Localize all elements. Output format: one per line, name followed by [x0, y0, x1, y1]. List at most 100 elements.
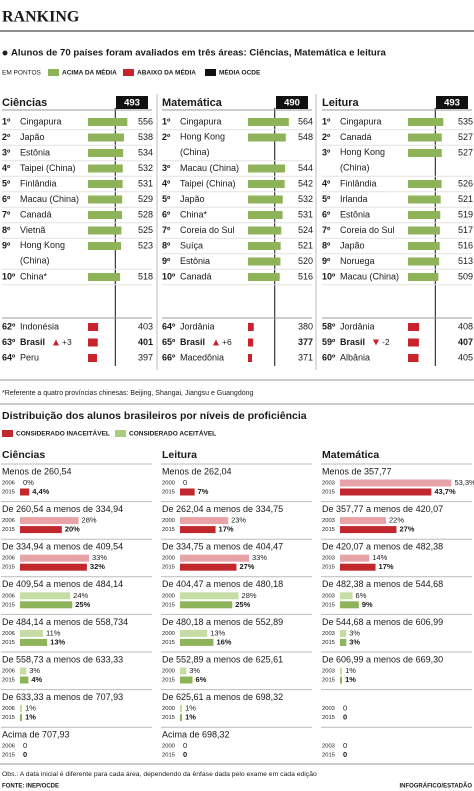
oecd-mean-label: 493: [444, 98, 460, 109]
panel-title: Matemática: [322, 449, 379, 461]
proficiency-bar: [340, 638, 347, 646]
rank: 8º: [2, 225, 11, 235]
score-bar: [408, 226, 440, 235]
rank: 60º: [322, 352, 336, 362]
score-label: 538: [138, 132, 153, 142]
proficiency-bar: [340, 676, 343, 684]
year-label: 2015: [322, 715, 335, 721]
year-label: 2015: [322, 640, 335, 646]
score-label: 519: [458, 209, 473, 219]
rank: 7º: [162, 225, 171, 235]
rank: 6º: [322, 209, 331, 219]
value-label: 13%: [210, 628, 225, 637]
rank: 9º: [322, 256, 331, 266]
year-label: 2015: [322, 753, 335, 759]
year-label: 2015: [2, 678, 15, 684]
proficiency-bar: [340, 592, 353, 600]
year-label: 2006: [2, 631, 15, 637]
year-label: 2015: [322, 527, 335, 533]
score-bar: [248, 226, 282, 235]
score-bar: [408, 211, 441, 219]
year-label: 2015: [162, 753, 175, 759]
score-label: 405: [458, 352, 473, 362]
rank: 2º: [2, 132, 11, 142]
score-bar: [88, 226, 122, 235]
country-name: Macau (China): [180, 163, 239, 173]
score-bar: [408, 149, 442, 157]
score-label: 380: [298, 321, 313, 331]
score-bar: [88, 354, 97, 362]
year-label: 2015: [162, 490, 175, 496]
proficiency-bar: [20, 526, 62, 534]
country-name: Japão: [180, 194, 205, 204]
score-label: 544: [298, 163, 313, 173]
score-label: 523: [138, 240, 153, 250]
rank: 9º: [2, 240, 11, 250]
rank: 58º: [322, 321, 336, 331]
year-label: 2000: [162, 631, 175, 637]
panel-title: Leitura: [322, 97, 360, 109]
year-label: 2003: [322, 744, 335, 750]
score-bar: [248, 118, 289, 126]
score-bar: [88, 323, 99, 331]
value-label: 13%: [50, 637, 65, 646]
value-label: 20%: [65, 525, 80, 534]
value-label: 17%: [379, 562, 394, 571]
proficiency-bar: [180, 601, 233, 609]
country-name: Noruega: [340, 256, 375, 266]
level-label: De 404,47 a menos de 480,18: [162, 579, 283, 589]
level-label: Menos de 260,54: [2, 466, 72, 476]
change-arrow: [373, 339, 379, 346]
country-name: Jordânia: [340, 321, 375, 331]
level-label: De 334,75 a menos de 404,47: [162, 542, 283, 552]
value-label: 33%: [252, 553, 267, 562]
proficiency-bar: [180, 563, 237, 571]
level-label: De 409,54 a menos de 484,14: [2, 579, 123, 589]
country-name: Taipei (China): [20, 163, 76, 173]
panel-title: Leitura: [162, 449, 197, 461]
year-label: 2015: [2, 527, 15, 533]
panel-title: Matemática: [162, 97, 223, 109]
year-label: 2015: [162, 602, 175, 608]
rank: 10º: [162, 271, 176, 281]
score-bar: [88, 133, 124, 142]
change-arrow: [213, 339, 219, 346]
proficiency-bar: [180, 592, 239, 600]
score-label: 527: [458, 147, 473, 157]
country-name: China*: [20, 271, 48, 281]
value-label: 11%: [46, 628, 61, 637]
year-label: 2000: [162, 593, 175, 599]
score-label: 532: [298, 194, 313, 204]
value-label: 0: [343, 741, 347, 750]
proficiency-bar: [180, 705, 183, 713]
score-bar: [248, 323, 254, 331]
rank: 9º: [162, 256, 171, 266]
country-name: Canadá: [180, 271, 212, 281]
rank: 8º: [322, 240, 331, 250]
year-label: 2000: [162, 669, 175, 675]
rank: 4º: [162, 178, 171, 188]
country-name: Suíça: [180, 240, 203, 250]
proficiency-bar: [20, 601, 73, 609]
value-label: 0%: [23, 478, 34, 487]
score-label: 521: [298, 240, 313, 250]
country-name: Coreia do Sul: [180, 225, 235, 235]
score-bar: [408, 338, 419, 347]
proficiency-bar: [20, 563, 87, 571]
score-label: 528: [138, 209, 153, 219]
score-label: 556: [138, 116, 153, 126]
legend-swatch: [205, 69, 216, 76]
level-label: De 334,94 a menos de 409,54: [2, 542, 123, 552]
value-label: 1%: [185, 713, 196, 722]
level-label: De 633,33 a menos de 707,93: [2, 692, 123, 702]
legend-swatch: [115, 430, 126, 437]
value-label: 3%: [29, 666, 40, 675]
score-bar: [408, 273, 439, 281]
country-name: Brasil: [340, 337, 365, 347]
proficiency-bar: [20, 592, 71, 600]
country-name: Vietnã: [20, 225, 45, 235]
year-label: 2015: [322, 678, 335, 684]
proficiency-bar: [340, 563, 376, 571]
proficiency-bar: [180, 554, 249, 562]
legend-swatch: [123, 69, 134, 76]
